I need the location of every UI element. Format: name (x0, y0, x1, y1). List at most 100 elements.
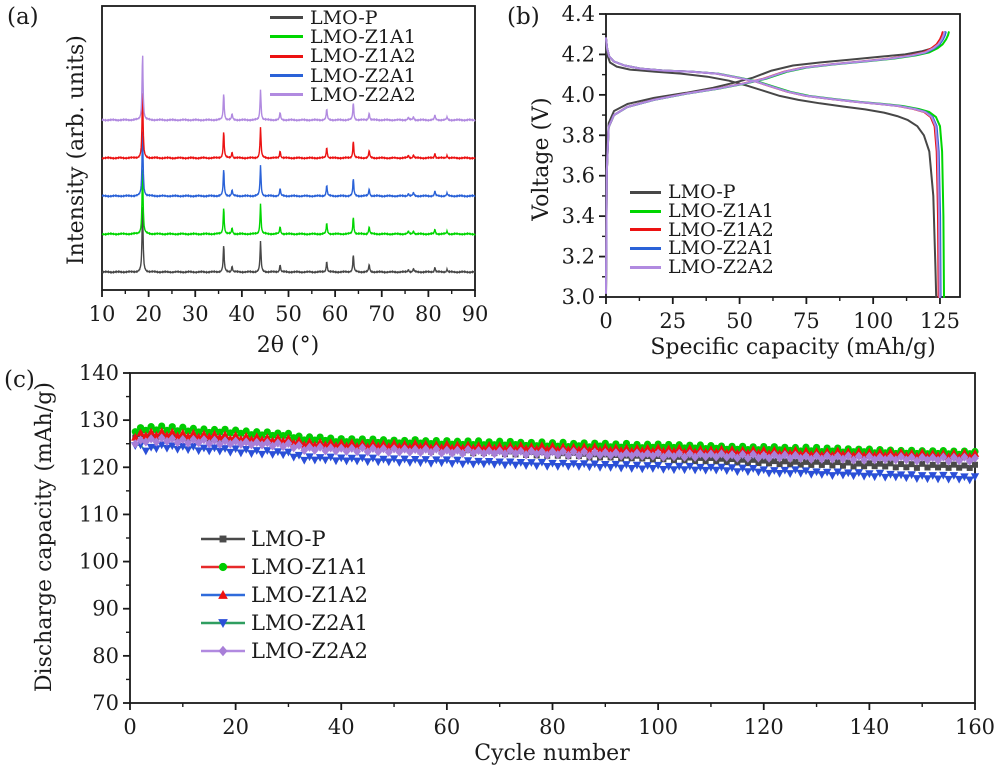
svg-text:120: 120 (744, 715, 784, 739)
legend-item-lmo-z1a1: LMO-Z1A1 (200, 553, 368, 581)
legend-label: LMO-Z1A2 (251, 583, 369, 607)
svg-text:4.4: 4.4 (562, 2, 595, 26)
panel-c-tag: (c) (4, 367, 35, 393)
svg-text:10: 10 (89, 302, 116, 326)
svg-text:80: 80 (92, 644, 119, 668)
legend-line-swatch (270, 16, 303, 20)
panel-a-yaxis-title: Intensity (arb. units) (63, 35, 89, 266)
svg-text:3.2: 3.2 (562, 245, 595, 269)
svg-text:80: 80 (539, 715, 566, 739)
legend-item-lmo-z1a1: LMO-Z1A1 (630, 200, 774, 223)
svg-text:140: 140 (79, 361, 119, 385)
legend-label: LMO-Z1A2 (310, 45, 416, 68)
svg-text:140: 140 (849, 715, 889, 739)
legend-line-swatch (270, 54, 303, 58)
svg-text:4.2: 4.2 (562, 42, 595, 66)
svg-text:100: 100 (79, 550, 119, 574)
legend-line-marker-swatch (201, 645, 245, 657)
legend-item-lmo-z2a1: LMO-Z2A1 (270, 64, 416, 87)
legend-label: LMO-Z1A1 (310, 25, 416, 48)
panel-b-tag: (b) (507, 4, 540, 30)
svg-text:60: 60 (434, 715, 461, 739)
svg-text:30: 30 (182, 302, 209, 326)
svg-text:0: 0 (123, 715, 136, 739)
legend-line-swatch (630, 190, 661, 194)
panel-a-xaxis-title: 2θ (°) (256, 333, 320, 358)
svg-text:160: 160 (955, 715, 995, 739)
panel-b-xaxis-title: Specific capacity (mAh/g) (650, 335, 936, 360)
legend-item-lmo-z1a2: LMO-Z1A2 (630, 218, 774, 241)
legend-line-swatch (270, 35, 303, 39)
legend-line-marker-swatch (201, 562, 245, 572)
panel-c-yaxis-title: Discharge capacity (mAh/g) (31, 382, 57, 693)
legend-item-lmo-z2a2: LMO-Z2A2 (270, 83, 416, 106)
svg-text:40: 40 (229, 302, 256, 326)
legend-line-swatch (630, 246, 661, 250)
legend-item-lmo-z1a2: LMO-Z1A2 (200, 581, 368, 609)
svg-text:40: 40 (328, 715, 355, 739)
panel-a-tag: (a) (7, 4, 39, 30)
legend-label: LMO-Z2A2 (668, 256, 774, 279)
panel-c-cycling-plot: 0 20 40 60 80 100 120 140 160 70 80 90 100 110 120 130 1… (79, 361, 995, 739)
svg-text:80: 80 (415, 302, 442, 326)
legend-line-swatch (630, 228, 661, 232)
legend-item-lmo-z1a2: LMO-Z1A2 (270, 45, 416, 68)
legend-label: LMO-Z2A1 (251, 611, 369, 635)
svg-text:70: 70 (368, 302, 395, 326)
legend-item-lmo-z2a2: LMO-Z2A2 (630, 256, 774, 279)
legend-item-lmo-z2a1: LMO-Z2A1 (630, 237, 774, 260)
legend-label: LMO-Z2A1 (310, 64, 416, 87)
svg-text:60: 60 (322, 302, 349, 326)
legend-line-marker-swatch (201, 535, 245, 543)
svg-text:110: 110 (79, 502, 119, 526)
legend-item-lmo-z1a1: LMO-Z1A1 (270, 25, 416, 48)
legend-item-lmo-z2a1: LMO-Z2A1 (200, 609, 368, 637)
panel-a-xrd-plot: 10 20 30 40 50 60 70 80 90 (89, 5, 489, 326)
svg-text:75: 75 (793, 309, 820, 333)
legend-line-swatch (270, 74, 303, 78)
svg-text:90: 90 (462, 302, 489, 326)
panel-b-yaxis-title: Voltage (V) (528, 97, 554, 221)
legend-item-lmo-p: LMO-P (630, 181, 774, 204)
panel-c-xaxis-title: Cycle number (474, 741, 630, 766)
legend-label: LMO-Z1A1 (668, 200, 774, 223)
svg-text:120: 120 (79, 455, 119, 479)
legend-line-marker-swatch (201, 619, 245, 629)
svg-text:0: 0 (599, 309, 612, 333)
legend-item-lmo-z2a2: LMO-Z2A2 (200, 637, 368, 665)
legend-label: LMO-P (251, 527, 326, 551)
legend-label: LMO-Z2A1 (668, 237, 774, 260)
legend-line-swatch (630, 209, 661, 213)
svg-text:3.6: 3.6 (562, 164, 595, 188)
legend-label: LMO-Z2A2 (251, 639, 369, 663)
panel-b-voltage-plot: 0 25 50 75 100 125 3.0 3.2 3.4 3.6 3.8 4.0 4.2 4.4 (562, 2, 961, 333)
svg-text:20: 20 (222, 715, 249, 739)
legend-item-lmo-p: LMO-P (200, 525, 368, 553)
svg-text:3.0: 3.0 (562, 285, 595, 309)
legend-label: LMO-Z1A1 (251, 555, 369, 579)
legend-label: LMO-Z2A2 (310, 83, 416, 106)
svg-text:90: 90 (92, 597, 119, 621)
svg-text:3.4: 3.4 (562, 204, 595, 228)
legend-label: LMO-Z1A2 (668, 218, 774, 241)
svg-text:70: 70 (92, 691, 119, 715)
panel-b-legend: LMO-P LMO-Z1A1 LMO-Z1A2 LMO-Z2A1 LMO-Z2A2 (630, 181, 774, 279)
svg-text:100: 100 (853, 309, 893, 333)
legend-line-swatch (630, 265, 661, 269)
svg-text:100: 100 (638, 715, 678, 739)
svg-text:4.0: 4.0 (562, 83, 595, 107)
svg-text:125: 125 (920, 309, 960, 333)
legend-line-swatch (270, 93, 303, 97)
svg-text:130: 130 (79, 408, 119, 432)
svg-text:25: 25 (659, 309, 686, 333)
legend-label: LMO-P (668, 181, 736, 204)
panel-a-legend: LMO-P LMO-Z1A1 LMO-Z1A2 LMO-Z2A1 LMO-Z2A2 (270, 6, 416, 106)
legend-line-marker-swatch (201, 589, 245, 599)
panel-c-legend: LMO-P LMO-Z1A1 LMO-Z1A2 LMO-Z2A1 LMO-Z2A2 (200, 525, 368, 665)
svg-text:3.8: 3.8 (562, 123, 595, 147)
legend-item-lmo-p: LMO-P (270, 6, 416, 29)
svg-text:50: 50 (275, 302, 302, 326)
legend-label: LMO-P (310, 6, 378, 29)
svg-text:50: 50 (726, 309, 753, 333)
